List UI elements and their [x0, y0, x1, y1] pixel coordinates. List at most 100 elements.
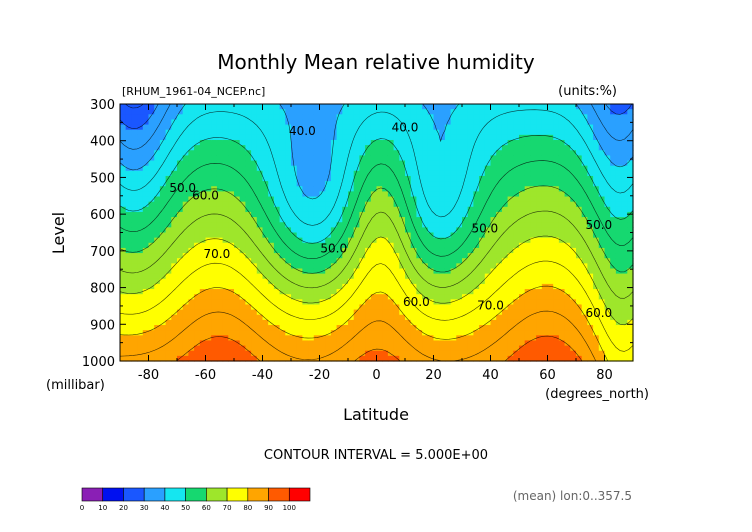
contour-cell	[148, 160, 155, 167]
contour-cell	[553, 201, 560, 208]
contour-cell	[405, 165, 412, 172]
contour-cell	[507, 206, 514, 213]
contour-cell	[182, 309, 189, 316]
contour-cell	[245, 124, 252, 131]
contour-cell	[587, 242, 594, 249]
contour-cell	[433, 129, 440, 136]
contour-cell	[450, 355, 457, 362]
contour-cell	[467, 124, 474, 131]
contour-cell	[120, 129, 127, 136]
contour-cell	[205, 350, 212, 357]
contour-cell	[422, 170, 429, 177]
contour-cell	[182, 186, 189, 192]
contour-cell	[148, 206, 155, 213]
contour-cell	[171, 119, 178, 126]
contour-cell	[159, 314, 167, 321]
contour-cell	[473, 109, 480, 115]
contour-cell	[399, 196, 406, 203]
contour-cell	[194, 145, 201, 151]
contour-cell	[439, 150, 446, 156]
contour-cell	[171, 268, 178, 275]
contour-cell	[199, 119, 207, 126]
contour-cell	[273, 268, 281, 275]
contour-cell	[171, 139, 178, 146]
contour-cell	[262, 319, 269, 326]
contour-cell	[342, 232, 349, 239]
contour-cell	[279, 175, 286, 182]
contour-cell	[376, 206, 383, 213]
contour-cell	[211, 345, 218, 352]
contour-cell	[348, 160, 355, 167]
contour-cell	[336, 319, 343, 326]
contour-cell	[279, 283, 286, 290]
contour-cell	[479, 114, 486, 121]
contour-cell	[615, 273, 623, 280]
contour-cell	[296, 325, 303, 331]
contour-cell	[536, 340, 543, 347]
contour-cell	[302, 340, 309, 347]
contour-cell	[120, 325, 127, 331]
contour-cell	[479, 237, 486, 244]
contour-cell	[422, 237, 429, 244]
contour-cell	[194, 258, 201, 264]
contour-cell	[519, 186, 526, 192]
contour-cell	[142, 206, 150, 213]
contour-cell	[524, 345, 531, 352]
contour-cell	[410, 109, 417, 115]
contour-cell	[188, 175, 195, 182]
contour-cell	[598, 299, 606, 306]
contour-cell	[405, 160, 412, 167]
contour-cell	[462, 258, 469, 264]
contour-cell	[541, 273, 549, 280]
contour-cell	[370, 253, 378, 259]
contour-cell	[370, 355, 378, 362]
contour-cell	[524, 139, 531, 146]
contour-cell	[273, 114, 281, 121]
contour-cell	[330, 258, 338, 264]
contour-cell	[387, 299, 395, 306]
contour-cell	[530, 355, 537, 362]
contour-cell	[211, 211, 218, 218]
contour-cell	[564, 350, 571, 357]
contour-cell	[541, 289, 549, 295]
contour-cell	[593, 247, 600, 254]
contour-cell	[422, 186, 429, 192]
contour-cell	[581, 217, 588, 223]
contour-cell	[456, 289, 463, 295]
contour-cell	[387, 345, 395, 352]
contour-cell	[519, 181, 526, 187]
contour-cell	[479, 314, 486, 321]
contour-cell	[387, 196, 395, 203]
contour-cell	[171, 196, 178, 203]
contour-cell	[513, 278, 520, 285]
contour-cell	[387, 263, 395, 270]
contour-cell	[319, 109, 326, 115]
contour-cell	[182, 268, 189, 275]
contour-cell	[593, 165, 600, 172]
contour-cell	[399, 109, 406, 115]
contour-cell	[268, 206, 275, 213]
contour-cell	[279, 247, 286, 254]
contour-cell	[336, 227, 343, 234]
contour-cell	[581, 119, 588, 126]
contour-cell	[205, 253, 212, 259]
contour-cell	[462, 278, 469, 285]
contour-cell	[547, 129, 554, 136]
contour-cell	[245, 165, 252, 172]
contour-cell	[336, 145, 343, 151]
contour-cell	[353, 283, 360, 290]
contour-cell	[462, 345, 469, 352]
contour-cell	[473, 350, 480, 357]
contour-cell	[490, 227, 497, 234]
contour-cell	[251, 139, 258, 146]
contour-cell	[308, 201, 315, 208]
contour-cell	[353, 263, 360, 270]
contour-cell	[148, 350, 155, 357]
contour-cell	[507, 273, 514, 280]
contour-cell	[330, 186, 338, 192]
contour-cell	[279, 299, 286, 306]
contour-cell	[553, 355, 560, 362]
contour-cell	[541, 175, 549, 182]
contour-cell	[581, 345, 588, 352]
contour-cell	[376, 155, 383, 162]
